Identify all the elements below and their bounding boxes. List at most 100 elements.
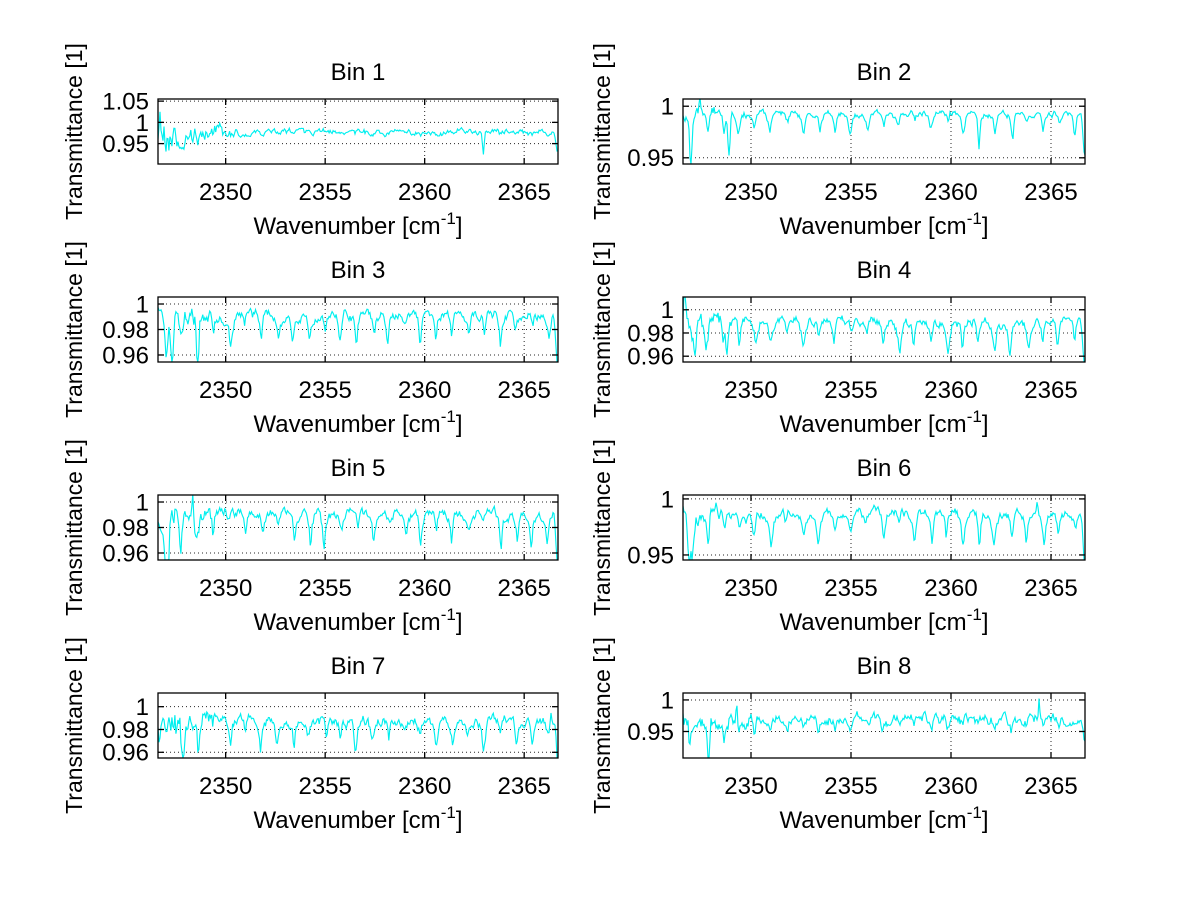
axes-box (682, 494, 1086, 561)
x-axis-label: Wavenumber [cm-1] (780, 407, 989, 438)
y-tick-label: 1 (661, 687, 674, 714)
y-axis-label: Transmittance [1] (61, 637, 87, 814)
axis-ticks (158, 693, 558, 758)
subplot-title: Bin 3 (331, 257, 386, 284)
subplot-title: Bin 4 (857, 257, 912, 284)
subplot-title: Bin 8 (857, 653, 912, 680)
x-axis-label: Wavenumber [cm-1] (254, 605, 463, 636)
spectrum-line (683, 99, 1085, 164)
subplot-bin-7: Bin 7 2350 2355 2360 2365 10.980.96 Wavenumber… (61, 637, 559, 834)
y-tick-label: 0.95 (627, 145, 674, 172)
spectrum-line (158, 307, 558, 362)
grid (683, 495, 1085, 560)
grid (158, 693, 558, 758)
y-tick-label: 1 (661, 297, 674, 324)
x-tick-label: 2360 (924, 575, 977, 602)
axis-ticks (158, 99, 558, 164)
axes-box (682, 692, 1086, 759)
y-tick-label: 0.98 (102, 515, 149, 542)
axis-ticks (683, 297, 1085, 362)
y-axis-label: Transmittance [1] (589, 43, 615, 220)
axis-ticks (683, 693, 1085, 758)
subplot-title: Bin 7 (331, 653, 386, 680)
x-tick-label: 2350 (199, 179, 252, 206)
y-tick-label: 1 (136, 694, 149, 721)
x-tick-label: 2350 (199, 773, 252, 800)
y-axis-label: Transmittance [1] (61, 43, 87, 220)
subplot-bin-3: Bin 3 2350 2355 2360 2365 10.980.96 Wavenumber… (61, 241, 559, 438)
x-tick-label: 2365 (497, 773, 550, 800)
x-tick-label: 2355 (298, 179, 351, 206)
x-tick-label: 2360 (398, 773, 451, 800)
x-tick-label: 2360 (398, 377, 451, 404)
axes-box (157, 692, 559, 759)
subplot-bin-2: Bin 2 2350 2355 2360 2365 1 0.95 Wavenumber [cm… (589, 43, 1086, 240)
x-tick-label: 2350 (199, 575, 252, 602)
y-axis-label: Transmittance [1] (589, 637, 615, 814)
x-tick-label: 2365 (1024, 179, 1077, 206)
x-tick-label: 2355 (298, 575, 351, 602)
subplot-title: Bin 1 (331, 59, 386, 86)
x-tick-label: 2350 (724, 773, 777, 800)
x-tick-label: 2365 (1024, 575, 1077, 602)
x-axis-label: Wavenumber [cm-1] (254, 209, 463, 240)
subplot-bin-5: Bin 5 2350 2355 2360 2365 10.980.96 Wavenumber… (61, 439, 559, 636)
x-axis-label: Wavenumber [cm-1] (780, 209, 989, 240)
x-axis-label: Wavenumber [cm-1] (780, 605, 989, 636)
y-tick-label: 0.95 (627, 542, 674, 569)
axes (682, 494, 1086, 561)
y-tick-label: 0.98 (102, 717, 149, 744)
y-tick-label: 1 (661, 486, 674, 513)
x-tick-label: 2355 (824, 575, 877, 602)
axes-box (157, 98, 559, 165)
axes (682, 98, 1086, 165)
y-axis-label: Transmittance [1] (61, 439, 87, 616)
x-tick-label: 2365 (1024, 377, 1077, 404)
y-axis-label: Transmittance [1] (589, 241, 615, 418)
x-tick-label: 2360 (398, 575, 451, 602)
y-tick-label: 0.96 (102, 740, 149, 767)
subplot-bin-4: Bin 4 2350 2355 2360 2365 10.980.96 Wavenumber… (589, 241, 1086, 438)
axes (157, 296, 559, 363)
x-tick-label: 2350 (199, 377, 252, 404)
spectrum-line (158, 111, 558, 155)
y-tick-label: 0.98 (627, 320, 674, 347)
x-tick-label: 2365 (497, 377, 550, 404)
x-axis-label: Wavenumber [cm-1] (780, 803, 989, 834)
axis-ticks (158, 495, 558, 560)
y-tick-label: 0.96 (627, 344, 674, 371)
y-tick-label: 1 (136, 489, 149, 516)
axis-ticks (158, 297, 558, 362)
grid (683, 99, 1085, 164)
x-axis-label: Wavenumber [cm-1] (254, 803, 463, 834)
y-axis-label: Transmittance [1] (589, 439, 615, 616)
x-tick-label: 2355 (824, 179, 877, 206)
x-tick-label: 2360 (924, 773, 977, 800)
grid (683, 693, 1085, 758)
y-tick-label: 0.96 (102, 540, 149, 567)
x-tick-label: 2350 (724, 179, 777, 206)
y-tick-label: 0.98 (102, 317, 149, 344)
x-tick-label: 2350 (724, 575, 777, 602)
axes (157, 98, 559, 165)
subplot-bin-8: Bin 8 2350 2355 2360 2365 1 0.95 Wavenumber [cm… (589, 637, 1086, 834)
y-tick-label: 0.95 (102, 131, 149, 158)
subplot-title: Bin 2 (857, 59, 912, 86)
axes (682, 296, 1086, 363)
y-tick-label: 1 (661, 94, 674, 121)
y-tick-label: 0.96 (102, 342, 149, 369)
x-tick-label: 2365 (1024, 773, 1077, 800)
grid (683, 297, 1085, 362)
x-tick-label: 2365 (497, 575, 550, 602)
y-tick-label: 1.05 (102, 89, 149, 116)
subplot-title: Bin 6 (857, 455, 912, 482)
spectrum-line (158, 495, 558, 560)
axes-box (682, 296, 1086, 363)
spectrum-line (158, 710, 558, 758)
y-tick-label: 1 (136, 110, 149, 137)
x-tick-label: 2355 (298, 377, 351, 404)
x-tick-label: 2365 (497, 179, 550, 206)
